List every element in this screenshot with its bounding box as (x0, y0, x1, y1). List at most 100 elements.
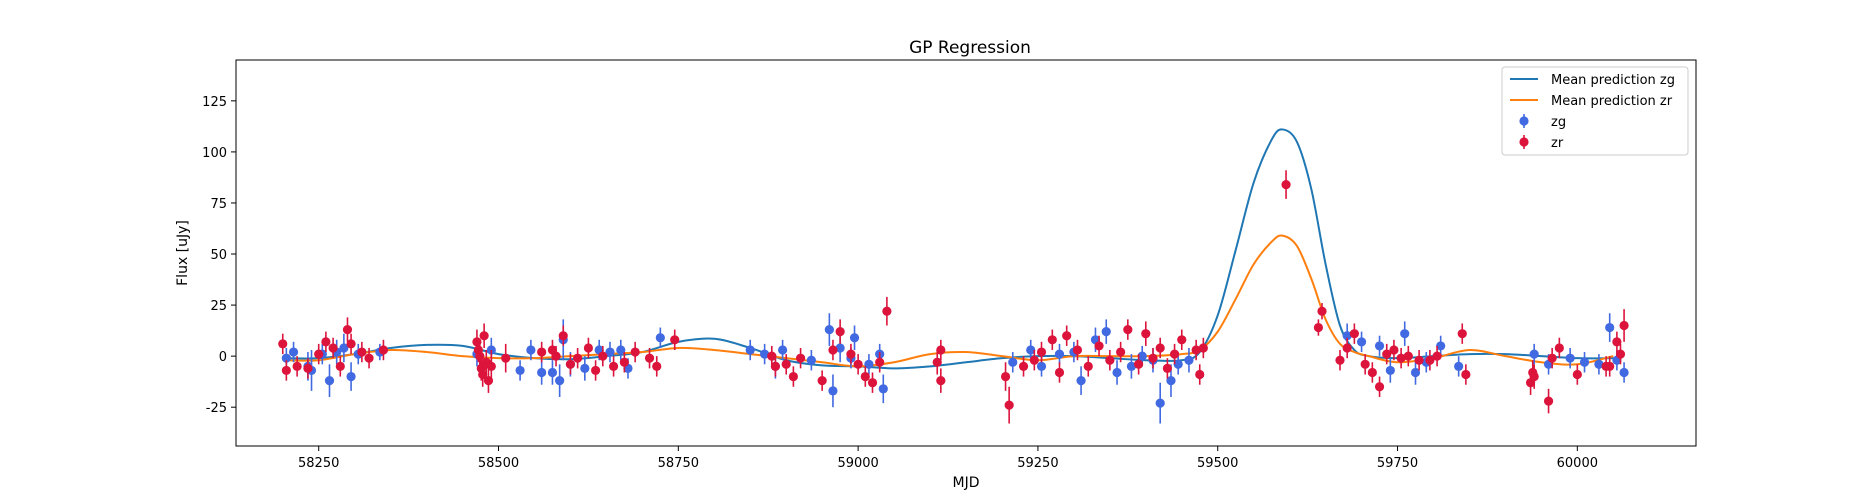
data-point (1619, 367, 1629, 378)
data-point (1572, 369, 1582, 380)
data-point (853, 359, 863, 369)
data-point (1072, 345, 1083, 355)
data-point (882, 306, 892, 316)
y-tick-label: 50 (210, 248, 227, 263)
data-point (1425, 355, 1435, 365)
data-point (936, 345, 946, 355)
data-point (346, 371, 356, 382)
data-point (1356, 337, 1367, 347)
data-point (1360, 359, 1370, 369)
data-point (1054, 349, 1065, 359)
data-point (1547, 353, 1557, 363)
data-point (1126, 361, 1137, 371)
legend: Mean prediction zg Mean prediction zr zg zr (1501, 66, 1689, 156)
data-point (537, 367, 547, 378)
data-point (781, 359, 791, 369)
data-point (1029, 355, 1039, 365)
data-point (537, 347, 547, 357)
data-point (835, 343, 845, 353)
data-point (652, 361, 662, 371)
legend-label: zg (1551, 115, 1566, 130)
chart-title: GP Regression (909, 38, 1031, 58)
data-point (1101, 327, 1111, 337)
data-point (1374, 341, 1385, 351)
data-point (864, 359, 874, 369)
data-point (1436, 341, 1446, 351)
data-point (1008, 357, 1018, 367)
data-point (1134, 359, 1144, 369)
data-point (321, 337, 331, 347)
data-point (1579, 357, 1590, 367)
data-point (1367, 367, 1377, 378)
data-point (1116, 347, 1126, 357)
data-point (1396, 353, 1406, 363)
data-point (1047, 335, 1057, 345)
data-point (824, 324, 834, 335)
data-point (644, 353, 655, 363)
plot-area (278, 128, 1629, 424)
data-point (1414, 355, 1424, 365)
plot-frame (235, 59, 1697, 447)
data-point (1457, 329, 1467, 339)
data-point (1385, 365, 1395, 376)
data-point (1137, 351, 1147, 361)
data-point (573, 353, 583, 363)
data-point (1605, 322, 1615, 333)
data-point (288, 347, 299, 357)
y-tick-label: 75 (210, 197, 227, 212)
data-point (846, 349, 856, 359)
data-point (1141, 329, 1151, 339)
data-point (1605, 361, 1615, 371)
data-point (936, 376, 946, 386)
data-point (1403, 351, 1413, 361)
data-point (583, 343, 594, 353)
data-point (1198, 343, 1208, 353)
data-point (605, 347, 615, 357)
data-point (1036, 347, 1047, 357)
data-point (1000, 371, 1011, 382)
y-tick-label: 125 (202, 95, 227, 110)
legend-label: Mean prediction zr (1551, 94, 1673, 109)
data-point (608, 361, 619, 371)
data-point (770, 361, 781, 371)
data-point (1184, 355, 1194, 365)
data-point (1281, 179, 1291, 190)
data-point (357, 347, 367, 357)
data-point (875, 357, 885, 367)
data-point (1177, 335, 1187, 345)
legend-label: Mean prediction zg (1551, 73, 1675, 88)
data-point (1036, 361, 1047, 371)
data-point (1432, 351, 1442, 361)
data-point (1615, 349, 1626, 359)
data-point (1554, 343, 1564, 353)
data-point (1026, 345, 1036, 355)
data-point (342, 324, 353, 335)
x-tick-label: 59000 (837, 456, 878, 471)
data-point (795, 353, 806, 363)
data-point (1410, 367, 1421, 378)
data-point (314, 349, 324, 359)
data-point (328, 343, 338, 353)
legend-swatch-marker (1519, 116, 1529, 126)
data-point (281, 365, 291, 376)
data-point (1195, 369, 1205, 380)
data-point (501, 353, 511, 363)
data-point (1094, 341, 1104, 351)
data-point (1342, 343, 1352, 353)
data-point (1374, 382, 1385, 392)
data-point (835, 327, 845, 337)
data-point (475, 351, 485, 361)
y-tick-label: -25 (206, 401, 227, 416)
data-point (655, 333, 665, 343)
data-point (1529, 371, 1539, 382)
legend-label: zr (1551, 136, 1564, 151)
data-point (867, 378, 878, 388)
legend-swatch-marker (1519, 137, 1529, 147)
data-point (478, 369, 488, 380)
y-tick-label: 100 (202, 146, 227, 161)
data-point (1342, 331, 1352, 341)
x-tick-label: 58250 (298, 456, 339, 471)
data-point (1349, 329, 1359, 339)
y-axis-label: Flux [uJy] (175, 220, 191, 286)
data-point (849, 333, 860, 343)
